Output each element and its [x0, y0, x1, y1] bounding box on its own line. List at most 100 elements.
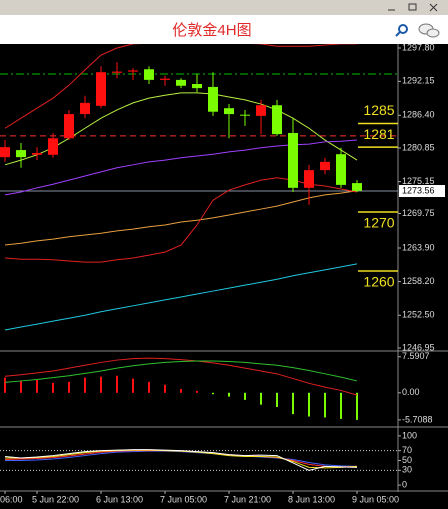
histogram-bar — [100, 376, 102, 393]
x-tick-label: 8 Jun 13:00 — [288, 494, 335, 504]
candle-body — [16, 150, 26, 158]
y-tick-label: 70 — [402, 445, 412, 455]
y-tick-label: 1286.40 — [402, 110, 435, 120]
candle-body — [32, 153, 42, 155]
histogram-bar — [212, 392, 214, 395]
histogram-bar — [52, 382, 54, 393]
histogram-bar — [260, 392, 262, 405]
histogram-bar — [36, 379, 38, 393]
candle-body — [352, 183, 362, 191]
indicator-line — [4, 44, 357, 129]
level-label: 1285 — [363, 102, 394, 118]
histogram-bar — [20, 380, 22, 393]
histogram-bar — [340, 392, 342, 419]
candle-body — [192, 83, 202, 89]
histogram-bar — [276, 392, 278, 408]
x-tick-label: 7 Jun 21:00 — [224, 494, 271, 504]
last-price-box — [399, 185, 445, 198]
restore-icon[interactable] — [408, 3, 417, 11]
x-tick-label: 7 Jun 05:00 — [160, 494, 207, 504]
candle-body — [0, 147, 10, 158]
candle-body — [80, 102, 90, 115]
candle-body — [96, 72, 106, 106]
candle-body — [64, 114, 74, 139]
y-tick-label: 0 — [402, 479, 407, 489]
y-tick-label: -5.7088 — [402, 414, 433, 424]
y-tick-label: 7.5907 — [402, 351, 430, 361]
level-label: 1281 — [363, 126, 394, 142]
y-tick-label: 1275.15 — [402, 176, 435, 186]
chart-title: 伦敦金4H图 — [172, 22, 251, 39]
level-label: 1260 — [363, 274, 394, 290]
y-tick-label: 1252.50 — [402, 310, 435, 320]
window-controls[interactable] — [388, 3, 438, 12]
x-tick-label: 06:00 — [0, 494, 23, 504]
candle-body — [160, 78, 170, 80]
indicator-line — [4, 92, 358, 166]
indicator-line — [4, 263, 358, 331]
candle-body — [128, 70, 138, 72]
candle-body — [240, 114, 250, 116]
y-tick-label: 1246.95 — [402, 342, 435, 352]
candle-body — [176, 79, 186, 86]
candle-body — [208, 86, 218, 112]
window-bar — [0, 0, 448, 15]
candle-body — [144, 69, 154, 80]
indicator-line — [4, 360, 358, 383]
indicator-line — [4, 449, 358, 471]
y-tick-label: 1263.90 — [402, 242, 435, 252]
candle-body — [224, 108, 234, 115]
histogram-bar — [244, 392, 246, 400]
x-tick-label: 9 Jun 05:00 — [352, 494, 399, 504]
histogram-bar — [356, 392, 358, 420]
close-icon[interactable] — [429, 3, 438, 12]
histogram-bar — [228, 392, 230, 397]
histogram-bar — [324, 392, 326, 418]
y-tick-label: 1292.15 — [402, 76, 435, 86]
oscillator-panel — [0, 449, 398, 471]
histogram-bar — [292, 392, 294, 415]
histogram-bar — [84, 377, 86, 393]
last-price-label: 1273.56 — [402, 185, 435, 195]
candle-body — [288, 132, 298, 188]
candle-body — [112, 71, 122, 73]
histogram-bar — [68, 381, 70, 393]
main-panel — [0, 44, 398, 331]
y-tick-label: 100 — [402, 430, 417, 440]
candle-body — [272, 105, 282, 135]
x-tick-label: 6 Jun 13:00 — [96, 494, 143, 504]
y-tick-label: 1297.80 — [402, 42, 435, 52]
y-tick-label: 1280.85 — [402, 142, 435, 152]
indicator-line — [4, 177, 358, 263]
y-tick-label: 50 — [402, 455, 412, 465]
histogram-bar — [164, 384, 166, 393]
histogram-bar — [196, 390, 198, 393]
search-icon[interactable] — [395, 24, 408, 37]
indicator-line — [4, 190, 358, 246]
histogram-bar — [4, 377, 6, 393]
histogram-bar — [116, 375, 118, 393]
title-bar — [0, 15, 448, 44]
chat-icon[interactable] — [418, 23, 440, 38]
y-tick-label: 30 — [402, 465, 412, 475]
x-tick-label: 5 Jun 22:00 — [32, 494, 79, 504]
candle-body — [336, 154, 346, 185]
indicator-line — [4, 139, 358, 196]
level-label: 1270 — [363, 215, 394, 231]
indicator-line — [4, 357, 358, 396]
macd-panel — [4, 357, 358, 420]
y-tick-label: 1269.75 — [402, 208, 435, 218]
histogram-bar — [148, 381, 150, 393]
candle-body — [304, 170, 314, 188]
candle-body — [320, 161, 330, 171]
histogram-bar — [132, 378, 134, 393]
candle-body — [256, 105, 266, 116]
histogram-bar — [308, 392, 310, 417]
y-tick-label: 0.00 — [402, 387, 420, 397]
y-tick-label: 1258.20 — [402, 276, 435, 286]
candle-body — [48, 138, 58, 155]
